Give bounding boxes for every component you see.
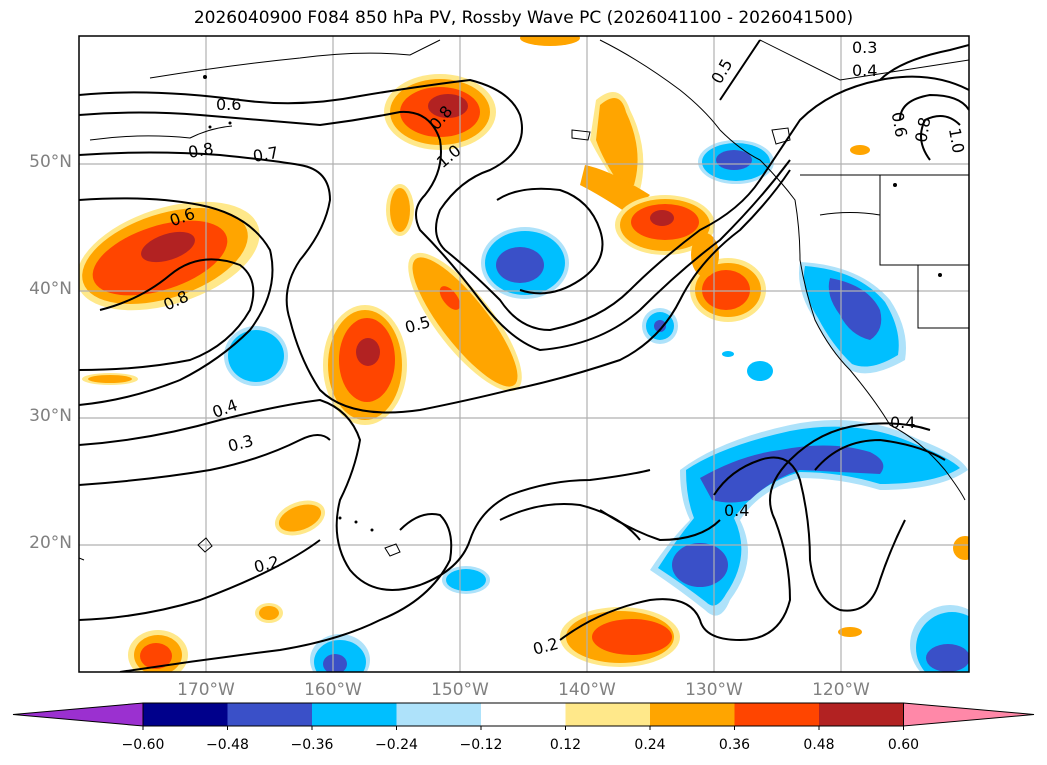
figure-title: 2026040900 F084 850 hPa PV, Rossby Wave … — [193, 8, 854, 28]
colorbar-segment — [819, 703, 904, 726]
lon-label-120w: 120°W — [812, 680, 870, 700]
coastlines — [79, 39, 969, 561]
colorbar-tick-label: 0.60 — [887, 737, 920, 753]
contour-label: 0.8 — [911, 116, 934, 144]
map-frame — [78, 35, 970, 673]
contour-label: 0.8 — [187, 139, 215, 162]
colorbar-segment — [396, 703, 481, 726]
colorbar-segment — [650, 703, 735, 726]
colorbar-tick-label: 0.12 — [549, 737, 582, 753]
colorbar-tick-label: −0.24 — [375, 737, 418, 753]
colorbar-tick-label: −0.36 — [290, 737, 334, 753]
lon-label-150w: 150°W — [431, 680, 489, 700]
colorbar-segment — [227, 703, 312, 726]
shaded-pv-anomalies — [79, 36, 969, 672]
lat-label-20n: 20°N — [29, 533, 72, 553]
contour-labels: 0.3 0.4 0.5 0.6 0.7 0.8 0.8 0.6 0.8 1.0 … — [160, 38, 968, 659]
colorbar-extend-min — [12, 702, 144, 727]
contour-label: 1.0 — [945, 126, 968, 154]
colorbar-frame — [142, 702, 904, 727]
colorbar-tick-label: 0.24 — [634, 737, 666, 753]
pv-contours — [79, 39, 969, 672]
colorbar-tick-label: −0.12 — [459, 737, 503, 753]
contour-label: 0.3 — [226, 431, 256, 456]
contour-label: 0.4 — [724, 501, 749, 520]
lat-label-50n: 50°N — [29, 152, 72, 172]
contour-label: 0.2 — [531, 634, 561, 659]
colorbar-tick-label: 0.36 — [718, 737, 751, 753]
lon-label-160w: 160°W — [304, 680, 362, 700]
lat-label-40n: 40°N — [29, 279, 72, 299]
lon-label-170w: 170°W — [177, 680, 235, 700]
contour-label: 0.4 — [890, 413, 915, 432]
colorbar-segment — [312, 703, 397, 726]
lon-label-140w: 140°W — [558, 680, 616, 700]
colorbar-segment — [734, 703, 819, 726]
lat-label-30n: 30°N — [29, 406, 72, 426]
contour-label: 0.6 — [888, 110, 911, 138]
negative-anomaly-shading — [224, 140, 969, 672]
colorbar-segment — [143, 703, 228, 726]
contour-label: 0.4 — [852, 61, 877, 80]
colorbar — [12, 702, 1035, 730]
colorbar-segment — [565, 703, 650, 726]
colorbar-extend-max — [903, 702, 1035, 727]
contour-label: 0.6 — [216, 95, 241, 114]
colorbar-tick-label: −0.48 — [206, 737, 249, 753]
colorbar-tick-label: 0.48 — [803, 737, 835, 753]
colorbar-segment — [481, 703, 566, 726]
contour-label: 0.2 — [252, 552, 282, 577]
colorbar-tick-label: −0.60 — [121, 737, 165, 753]
contour-label: 0.3 — [852, 38, 877, 57]
lon-label-130w: 130°W — [685, 680, 743, 700]
contour-label: 0.5 — [403, 312, 433, 337]
ocean-islands — [203, 75, 942, 532]
contour-label: 0.7 — [251, 143, 279, 166]
